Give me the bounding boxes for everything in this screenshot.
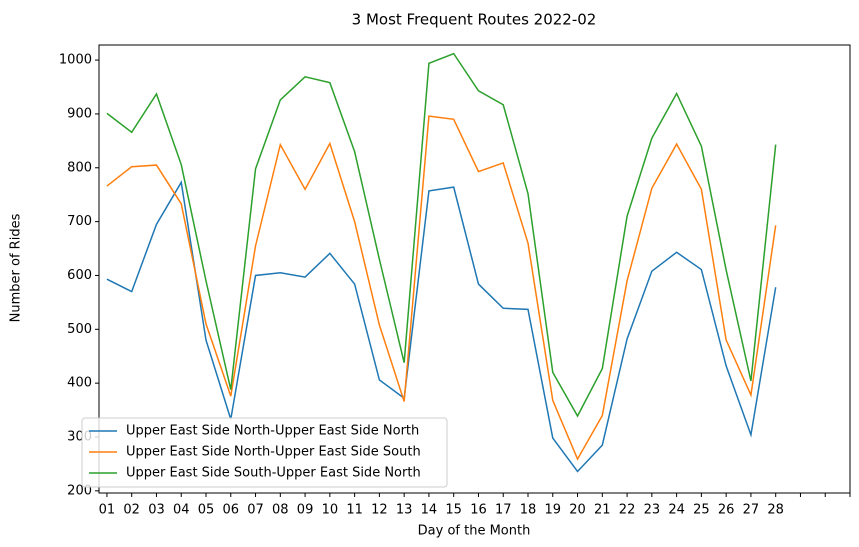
x-axis-label: Day of the Month xyxy=(418,524,531,539)
x-tick-label: 11 xyxy=(346,503,363,518)
x-tick-label: 12 xyxy=(371,503,388,518)
x-tick-label: 21 xyxy=(594,503,611,518)
y-tick-label: 800 xyxy=(67,160,92,175)
x-tick-label: 09 xyxy=(297,503,314,518)
x-tick-label: 10 xyxy=(322,503,339,518)
plot-frame xyxy=(98,44,851,494)
x-tick-label: 13 xyxy=(396,503,413,518)
chart-title: 3 Most Frequent Routes 2022-02 xyxy=(352,11,597,29)
x-tick-label: 03 xyxy=(148,503,165,518)
x-tick-label: 16 xyxy=(470,503,487,518)
x-tick-label: 17 xyxy=(495,503,512,518)
x-tick-label: 18 xyxy=(520,503,537,518)
x-tick-label: 01 xyxy=(99,503,116,518)
x-tick-label: 22 xyxy=(619,503,636,518)
x-tick-label: 26 xyxy=(718,503,735,518)
x-tick-label: 07 xyxy=(247,503,264,518)
x-tick-label: 14 xyxy=(421,503,438,518)
x-tick-label: 28 xyxy=(767,503,784,518)
series-line xyxy=(106,52,777,418)
legend-label: Upper East Side North-Upper East Side No… xyxy=(126,424,419,439)
x-tick-label: 23 xyxy=(644,503,661,518)
legend-label: Upper East Side South-Upper East Side No… xyxy=(126,466,421,481)
x-tick-label: 04 xyxy=(173,503,190,518)
series-line xyxy=(106,180,777,473)
x-tick-label: 27 xyxy=(743,503,760,518)
legend-label: Upper East Side North-Upper East Side So… xyxy=(126,445,421,460)
x-tick-label: 06 xyxy=(222,503,239,518)
y-tick-label: 700 xyxy=(67,214,92,229)
y-tick-label: 1000 xyxy=(59,53,92,68)
x-tick-label: 24 xyxy=(668,503,685,518)
y-axis-label: Number of Rides xyxy=(9,213,24,322)
y-tick-label: 500 xyxy=(67,322,92,337)
legend-box xyxy=(81,417,448,488)
y-tick-label: 400 xyxy=(67,376,92,391)
y-tick-label: 900 xyxy=(67,106,92,121)
x-tick-label: 25 xyxy=(693,503,710,518)
x-tick-label: 15 xyxy=(445,503,462,518)
x-tick-label: 08 xyxy=(272,503,289,518)
x-tick-label: 19 xyxy=(544,503,561,518)
x-tick-label: 20 xyxy=(569,503,586,518)
x-tick-label: 05 xyxy=(198,503,215,518)
y-tick-label: 600 xyxy=(67,268,92,283)
x-tick-label: 02 xyxy=(123,503,140,518)
series-line xyxy=(106,115,777,461)
